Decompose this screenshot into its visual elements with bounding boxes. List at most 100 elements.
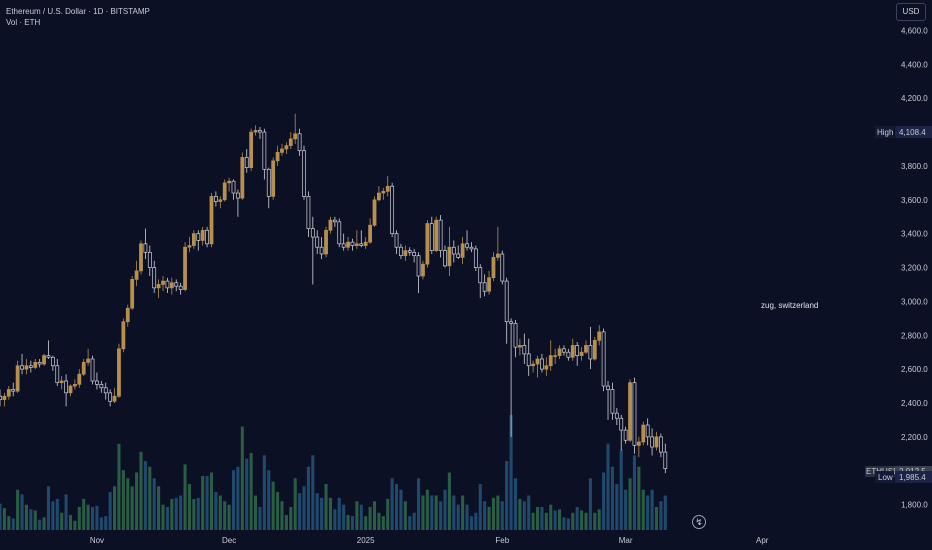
- high-value-bg: [895, 126, 932, 138]
- candle: [20, 353, 24, 375]
- volume-bar: [558, 509, 562, 530]
- volume-bar: [174, 497, 178, 530]
- candle-body: [2, 395, 7, 400]
- volume-bar: [381, 516, 385, 530]
- currency-button[interactable]: USD: [896, 3, 926, 21]
- volume-bar: [227, 504, 231, 530]
- candlesticks: [0, 113, 668, 474]
- volume-bar: [425, 489, 429, 530]
- candle: [95, 372, 99, 390]
- candle: [645, 418, 650, 446]
- candle: [117, 343, 121, 398]
- volume-bar: [192, 498, 196, 530]
- volume-bar: [496, 495, 500, 530]
- candle: [319, 237, 324, 260]
- candle-body: [368, 224, 372, 243]
- candle: [540, 353, 544, 373]
- volume-bar: [121, 470, 125, 530]
- candle: [174, 279, 179, 292]
- candle-body: [553, 355, 558, 357]
- candle-body: [465, 243, 469, 248]
- candle-body: [315, 236, 320, 248]
- volume-bar: [55, 498, 59, 530]
- candle-body: [117, 348, 121, 397]
- volume-bar: [452, 495, 456, 530]
- candle-body: [324, 229, 328, 255]
- volume-bar: [359, 504, 363, 530]
- candle-body: [377, 192, 381, 201]
- candle-body: [636, 441, 641, 446]
- candle-body: [623, 429, 628, 441]
- time-axis[interactable]: Nov Dec 2025 Feb Mar Apr: [90, 536, 769, 545]
- volume-bar: [333, 509, 337, 530]
- candle: [161, 276, 165, 292]
- candle: [628, 379, 632, 442]
- candle-body: [531, 363, 536, 367]
- candle: [134, 260, 139, 287]
- volume-bar: [474, 512, 478, 530]
- volume-bar: [487, 507, 491, 530]
- chart-legend: Ethereum / U.S. Dollar · 1D · BITSTAMP V…: [6, 6, 150, 28]
- volume-bar: [38, 519, 42, 530]
- volume-bar: [469, 516, 473, 530]
- candle-body: [20, 365, 24, 370]
- candle: [37, 358, 42, 368]
- volume-bar: [434, 495, 438, 530]
- candle: [218, 196, 223, 209]
- candle-body: [284, 145, 289, 150]
- candle: [187, 237, 192, 253]
- candle-body: [354, 243, 359, 246]
- candle: [341, 233, 346, 251]
- volume-legend[interactable]: Vol · ETH: [6, 18, 41, 27]
- candle: [509, 318, 513, 437]
- volume-bar: [659, 501, 663, 530]
- candle-body: [654, 436, 659, 448]
- candle: [77, 369, 82, 388]
- lightning-bolt-icon[interactable]: ↯: [692, 515, 706, 529]
- candle: [482, 274, 487, 297]
- candle-body: [584, 345, 588, 353]
- candle-body: [592, 340, 597, 360]
- candle-body: [240, 157, 245, 199]
- candle-body: [535, 358, 540, 365]
- candle: [191, 230, 196, 249]
- candle-body: [99, 384, 104, 389]
- candle: [548, 340, 553, 371]
- candle-body: [37, 362, 42, 365]
- candle: [271, 157, 276, 200]
- volume-bar: [42, 517, 46, 530]
- y-tick-label: 3,400.0: [901, 230, 928, 239]
- candle: [526, 338, 531, 376]
- candle-body: [394, 233, 399, 248]
- candle-body: [575, 345, 580, 356]
- candle-body: [443, 250, 447, 267]
- candle-body: [562, 348, 566, 353]
- price-axis[interactable]: 1,800.02,000.02,200.02,400.02,600.02,800…: [901, 26, 928, 509]
- candle-body: [456, 253, 461, 258]
- candle: [377, 186, 381, 202]
- candle-body: [359, 243, 364, 246]
- candle: [429, 216, 434, 254]
- candle-body: [390, 185, 395, 235]
- candle: [222, 179, 227, 202]
- volume-bar: [267, 470, 271, 530]
- candle-body: [363, 241, 368, 246]
- candle-body: [328, 219, 333, 231]
- candle-body: [174, 282, 179, 287]
- x-tick-label: Apr: [756, 536, 769, 545]
- volume-bar: [20, 494, 24, 530]
- candle: [403, 245, 408, 261]
- volume-bar: [60, 512, 64, 530]
- volume-bar: [183, 464, 187, 530]
- candle: [253, 125, 258, 136]
- candle: [24, 358, 29, 375]
- symbol-title[interactable]: Ethereum / U.S. Dollar · 1D · BITSTAMP: [6, 7, 150, 16]
- volume-bar: [394, 484, 399, 530]
- chart-annotation[interactable]: zug, switzerland: [761, 301, 819, 310]
- candle-body: [588, 345, 593, 360]
- volume-bar: [355, 501, 359, 530]
- volume-bar: [29, 509, 33, 530]
- candle: [434, 216, 439, 253]
- candle-body: [103, 387, 108, 394]
